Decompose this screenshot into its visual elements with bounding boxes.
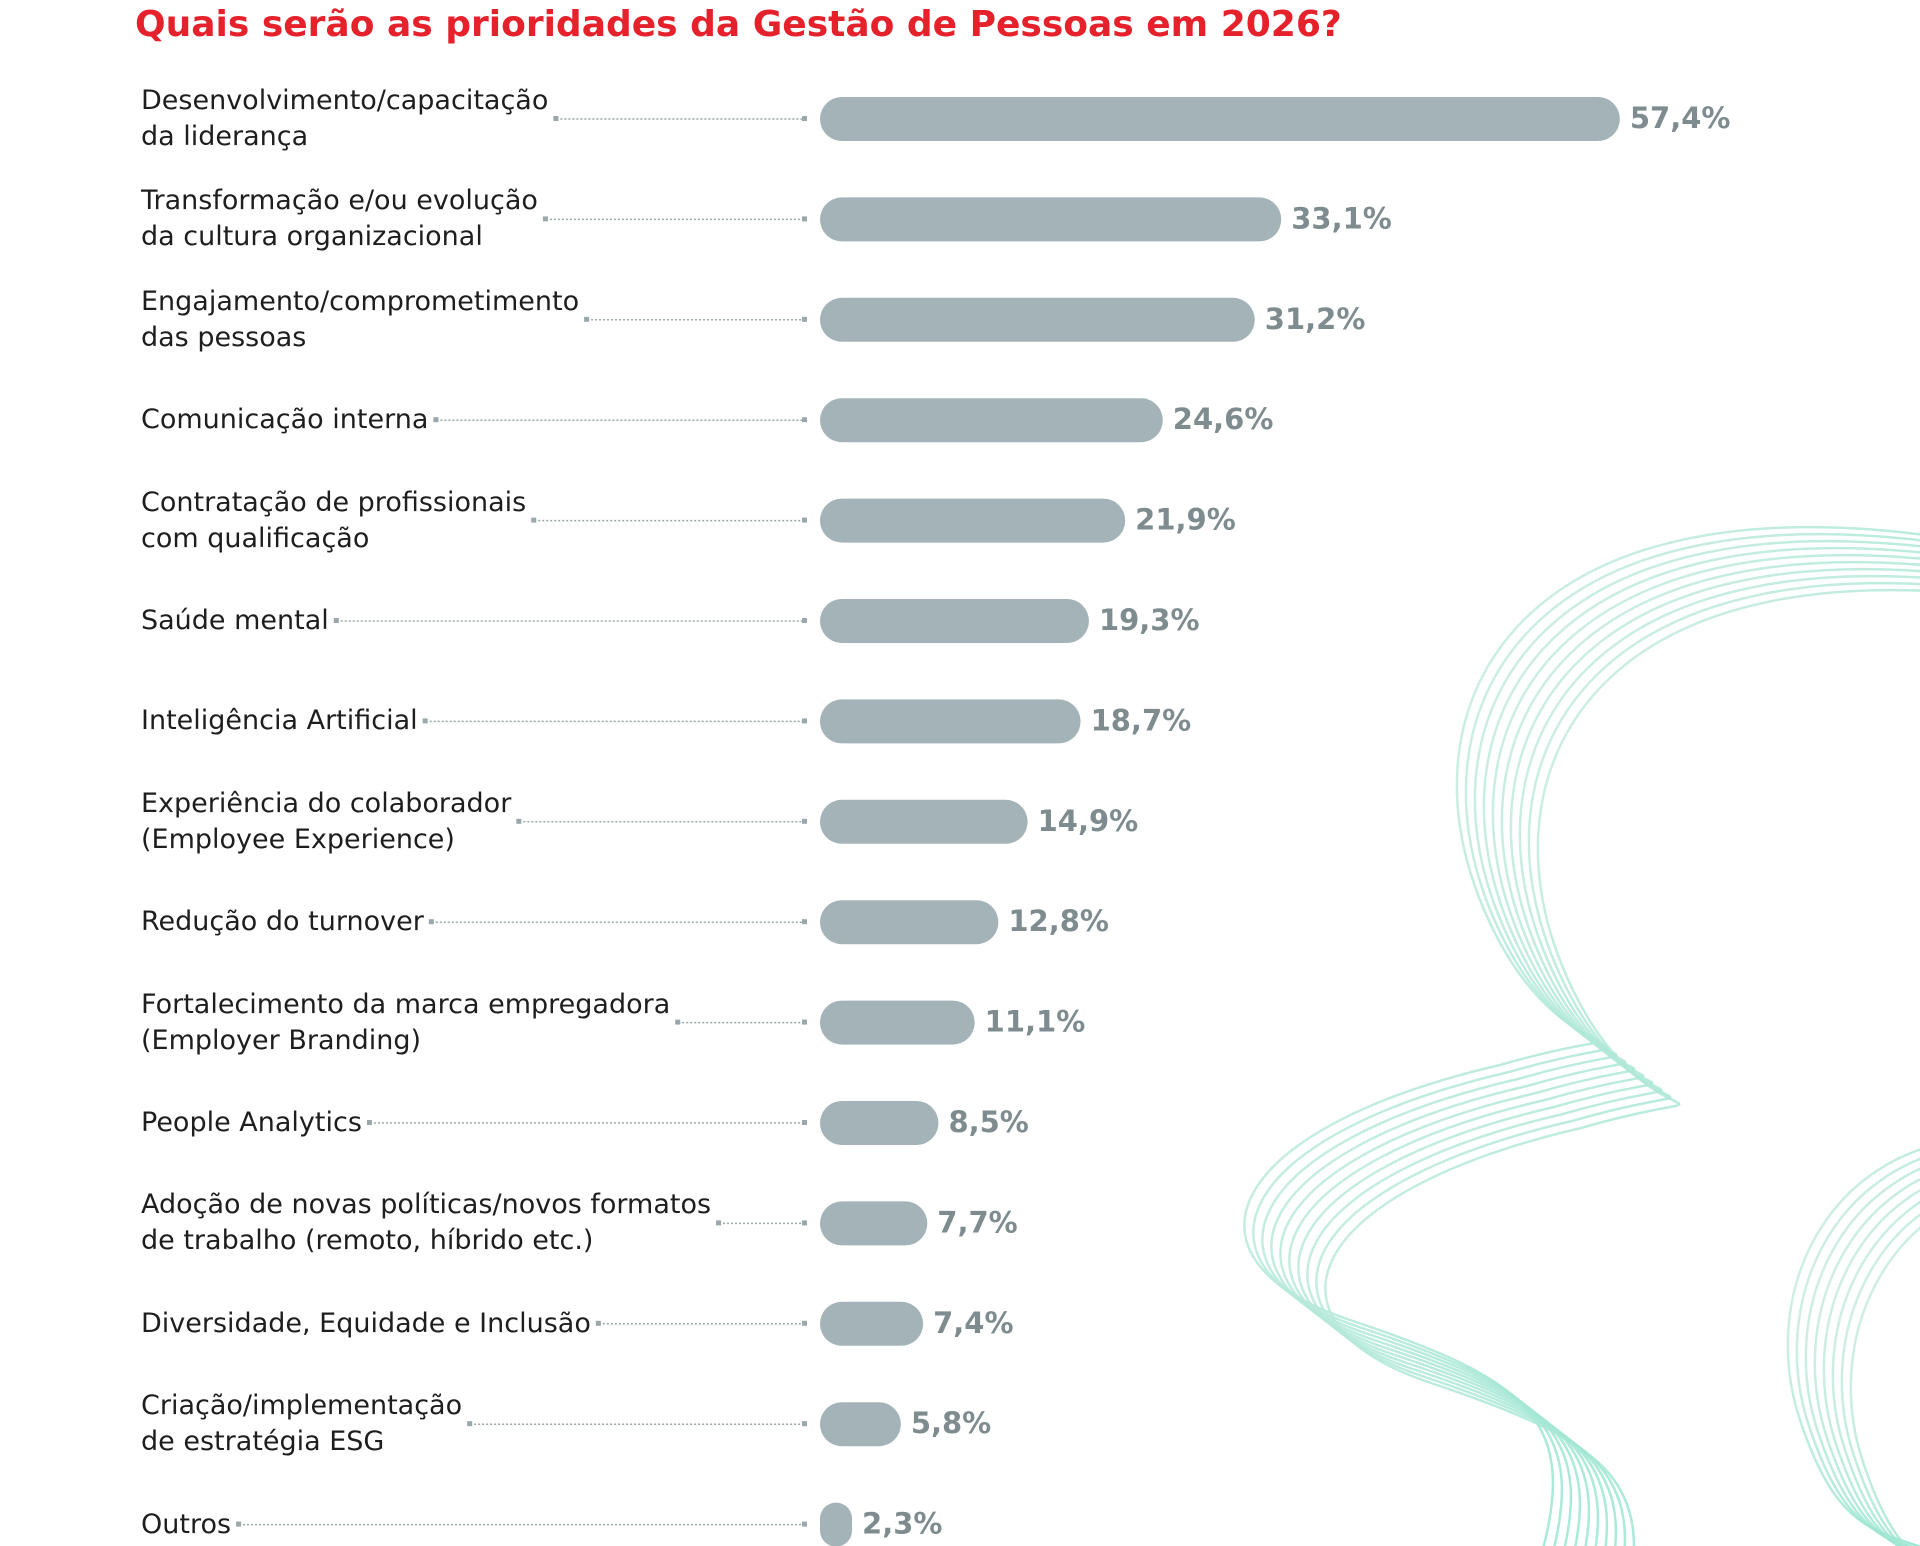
- leader-dot: [333, 618, 339, 623]
- chart-title: Quais serão as prioridades da Gestão de …: [135, 4, 1342, 45]
- value-label: 21,9%: [1135, 503, 1236, 537]
- category-label: Redução do turnover: [141, 906, 424, 938]
- wave-line: [1849, 1226, 1920, 1546]
- wave-line: [1306, 574, 1920, 1546]
- category-label: Contratação de profissionais com qualifi…: [141, 486, 527, 554]
- wave-line: [1270, 546, 1920, 1546]
- value-label: 8,5%: [948, 1105, 1028, 1139]
- wave-line: [1315, 581, 1920, 1546]
- leader-dot: [802, 618, 807, 623]
- bar: [820, 297, 1255, 342]
- bar: [820, 398, 1163, 443]
- bar: [820, 699, 1081, 744]
- value-label: 19,3%: [1099, 603, 1200, 637]
- value-label: 33,1%: [1291, 201, 1392, 235]
- category-label: Criação/implementação de estratégia ESG: [141, 1390, 463, 1458]
- bar: [820, 97, 1620, 141]
- leader-dot: [595, 1320, 601, 1326]
- leader-dot: [467, 1421, 473, 1427]
- leader-dot: [433, 417, 439, 423]
- bar: [820, 900, 999, 945]
- leader-dot: [802, 718, 807, 724]
- leader-dot: [802, 1421, 807, 1427]
- leader-dot: [516, 818, 522, 824]
- category-label: Desenvolvimento/capacitação da liderança: [141, 85, 549, 152]
- bar: [820, 799, 1028, 844]
- bar: [820, 1402, 901, 1447]
- leader-dot: [531, 517, 537, 523]
- leader-dot: [366, 1120, 372, 1125]
- leader-dot: [428, 919, 434, 925]
- leader-dot: [802, 316, 807, 322]
- value-label: 5,8%: [911, 1406, 991, 1440]
- leader-dot: [802, 1019, 807, 1025]
- bar: [820, 498, 1126, 543]
- category-label: Diversidade, Equidade e Inclusão: [141, 1307, 591, 1339]
- wave-line: [1261, 539, 1920, 1546]
- category-label: Fortalecimento da marca empregadora (Emp…: [141, 988, 671, 1056]
- plot: 57,4% 33,1% 31,2% 24,6% 21,9% 19,3% 18,7% 14,9%…: [236, 97, 1730, 1546]
- category-label: Experiência do colaborador (Employee Exp…: [141, 787, 512, 855]
- wave-line: [1822, 1189, 1920, 1546]
- category-label: Saúde mental: [141, 605, 329, 636]
- category-label: Adoção de novas políticas/novos formatos…: [141, 1189, 712, 1257]
- leader-dot: [802, 1521, 807, 1527]
- leader-dot: [802, 517, 807, 523]
- leader-dot: [802, 1220, 807, 1226]
- value-label: 7,4%: [933, 1306, 1013, 1340]
- bar: [820, 1502, 853, 1546]
- leader-dot: [802, 818, 807, 824]
- leader-dot: [422, 718, 428, 724]
- value-label: 14,9%: [1038, 804, 1139, 838]
- wave-line: [1813, 1178, 1920, 1546]
- bar: [820, 599, 1089, 643]
- wave-line: [1804, 1167, 1920, 1546]
- wave-line: [1840, 1213, 1920, 1546]
- category-label: Inteligência Artificial: [141, 705, 418, 737]
- value-label: 18,7%: [1091, 703, 1192, 737]
- leader-dot: [675, 1019, 681, 1025]
- value-label: 11,1%: [985, 1005, 1086, 1039]
- bar: [820, 1000, 975, 1045]
- value-label: 7,7%: [937, 1205, 1017, 1239]
- category-label: People Analytics: [141, 1107, 362, 1138]
- category-label: Transformação e/ou evolução da cultura o…: [141, 185, 538, 253]
- value-label: 31,2%: [1265, 302, 1366, 336]
- value-label: 12,8%: [1008, 904, 1109, 938]
- value-label: 2,3%: [862, 1507, 942, 1541]
- value-label: 57,4%: [1630, 101, 1731, 135]
- category-label: Comunicação interna: [141, 404, 429, 436]
- wave-line: [1279, 553, 1920, 1546]
- bar: [820, 1201, 928, 1246]
- leader-dot: [716, 1220, 722, 1226]
- leader-dot: [553, 116, 559, 121]
- wave-line: [1297, 567, 1920, 1546]
- category-label: Outros: [141, 1508, 232, 1540]
- wave-line: [1252, 532, 1920, 1546]
- value-label: 24,6%: [1173, 402, 1274, 436]
- category-label: Engajamento/comprometimento das pessoas: [141, 285, 580, 353]
- bar: [820, 1301, 924, 1346]
- leader-dot: [802, 919, 807, 925]
- leader-dot: [802, 1120, 807, 1125]
- bar: [820, 1101, 939, 1145]
- leader-dot: [236, 1521, 242, 1527]
- leader-dot: [802, 216, 807, 222]
- decoration: [1243, 525, 1920, 1546]
- leader-dot: [542, 216, 548, 222]
- wave-line: [1243, 525, 1920, 1546]
- wave-line: [1324, 588, 1920, 1546]
- wave-line: [1831, 1200, 1920, 1546]
- leader-dot: [802, 116, 807, 121]
- leader-dot: [802, 417, 807, 423]
- leader-dot: [584, 316, 590, 322]
- leader-dot: [802, 1320, 807, 1326]
- bar: [820, 197, 1282, 242]
- wave-line: [1288, 560, 1920, 1546]
